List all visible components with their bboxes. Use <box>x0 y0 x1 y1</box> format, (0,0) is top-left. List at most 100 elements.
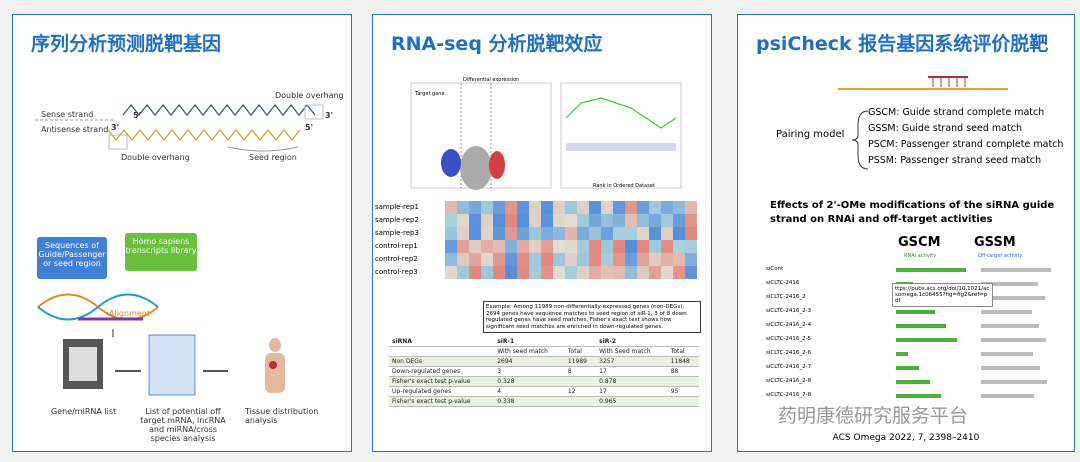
heatmap-cell <box>517 240 529 253</box>
panel: 序列分析预测脱靶基因 Sense strand Antisense strand… <box>12 14 352 452</box>
subheader-cell: With seed match <box>494 346 565 357</box>
figure-row: siCLTC-2416_2-7 <box>766 361 1056 375</box>
icons <box>63 334 285 396</box>
row-label: siCLTC-2416_2-6 <box>766 350 812 356</box>
pairing-item: GSSM: Guide strand seed match <box>868 123 1022 134</box>
row-label: siCLTC-2416_2-7 <box>766 364 812 370</box>
citation: ACS Omega 2022, 7, 2398–2410 <box>832 433 980 443</box>
row: Non DEGs 2694 11989 3257 11848 <box>389 356 699 367</box>
row-label: sample-rep1 <box>375 203 419 211</box>
heatmap-cell <box>505 227 517 240</box>
label: List of potential off target mRNA, lncRN… <box>140 407 226 443</box>
bar <box>896 366 919 370</box>
label: Target gene <box>415 91 445 97</box>
heatmap-cell <box>481 253 493 266</box>
heatmap-cell <box>601 227 613 240</box>
label: Alignment <box>109 309 150 318</box>
figure-row: siCont <box>766 263 1056 277</box>
heatmap-cell <box>577 227 589 240</box>
cell <box>389 346 495 357</box>
heatmap-cell <box>445 201 457 214</box>
heatmap-cell <box>517 214 529 227</box>
heatmap-cell <box>505 201 517 214</box>
heatmap-cell <box>673 227 685 240</box>
label: GSCM <box>898 235 941 250</box>
heatmap-cell <box>469 201 481 214</box>
heatmap-cell <box>553 201 565 214</box>
heatmap-cell <box>493 240 505 253</box>
heatmap-cell <box>529 201 541 214</box>
row: Up-regulated genes 4 12 17 95 <box>389 386 699 397</box>
heatmap-cell <box>625 266 637 279</box>
cell: Non DEGs <box>389 356 495 367</box>
bar <box>896 268 966 272</box>
cell: Fisher's exact test p-value <box>389 376 495 387</box>
heatmap-cell <box>565 240 577 253</box>
row: Down-regulated genes 3 8 17 88 <box>389 366 699 377</box>
cell <box>667 376 699 387</box>
label: Antisense strand <box>41 125 109 134</box>
heatmap-cell <box>529 266 541 279</box>
panel-title: 序列分析预测脱靶基因 <box>31 33 222 55</box>
heatmap-cell <box>589 253 601 266</box>
bar <box>981 268 1051 272</box>
label: Double overhang <box>121 153 190 162</box>
heatmap-cell <box>469 227 481 240</box>
cell: 8 <box>564 366 597 377</box>
heatmap-cell <box>637 227 649 240</box>
heatmap-cell <box>685 240 697 253</box>
row: Fisher's exact test p-value 0.338 0.965 <box>389 396 699 407</box>
figure-row: siCLTC-2416_2-8 <box>766 375 1056 389</box>
bar <box>981 338 1046 342</box>
heatmap-cell <box>649 214 661 227</box>
bar <box>896 352 908 356</box>
bar <box>981 282 1038 286</box>
strand-diagram <box>35 104 324 152</box>
heatmap-cell <box>445 240 457 253</box>
bar <box>896 380 930 384</box>
row-label: siCLTC-2416_2-5 <box>766 336 812 342</box>
header-cell: siRNA <box>389 337 495 347</box>
heatmap-cell <box>529 240 541 253</box>
heatmap-cell <box>625 227 637 240</box>
heatmap-cell <box>517 201 529 214</box>
heatmap-cell <box>649 266 661 279</box>
pairing-item: GSCM: Guide strand complete match <box>868 107 1045 118</box>
pairing-item: PSSM: Passenger strand seed match <box>868 155 1042 166</box>
heatmap-cell <box>685 214 697 227</box>
heatmap-cell <box>565 227 577 240</box>
label: Rank in Ordered Dataset <box>593 183 655 189</box>
subheader-cell: With Seed match <box>596 346 668 357</box>
heatmap-cell <box>541 201 553 214</box>
heatmap-cell <box>577 253 589 266</box>
heatmap-cell <box>661 227 673 240</box>
subheader-row: With seed match Total With Seed match Total <box>389 346 699 357</box>
heatmap-cell <box>469 253 481 266</box>
heatmap-cell <box>553 240 565 253</box>
heatmap-cell <box>589 201 601 214</box>
heatmap-cell <box>589 266 601 279</box>
heatmap-cell <box>541 227 553 240</box>
heatmap-cell <box>445 266 457 279</box>
heatmap-cell <box>541 253 553 266</box>
heatmap-cell <box>601 214 613 227</box>
heatmap-cell <box>457 240 469 253</box>
heatmap-cell <box>661 214 673 227</box>
brace <box>851 110 869 170</box>
row-label: sample-rep3 <box>375 229 419 237</box>
heatmap-cell <box>457 214 469 227</box>
heatmap-cell <box>637 201 649 214</box>
heatmap-cell <box>457 266 469 279</box>
heatmap-cell <box>565 266 577 279</box>
plots <box>410 82 682 190</box>
cell <box>667 396 699 407</box>
heatmap-cell <box>637 240 649 253</box>
heatmap-cell <box>457 253 469 266</box>
heatmap-cell <box>445 253 457 266</box>
label: Off-target activity <box>978 253 1023 259</box>
figure-row: siCLTC-2416_2-4 <box>766 319 1056 333</box>
cell: 0.328 <box>494 376 565 387</box>
heatmap-cell <box>481 240 493 253</box>
cell: Down-regulated genes <box>389 366 495 377</box>
bar <box>981 324 1039 328</box>
